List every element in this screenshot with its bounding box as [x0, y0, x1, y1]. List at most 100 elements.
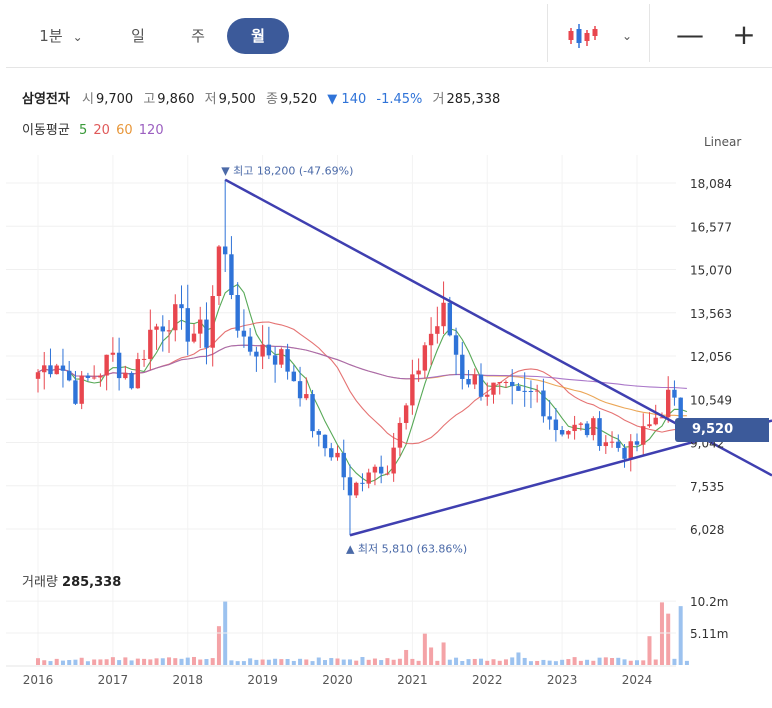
volume-bar [597, 657, 602, 665]
volume-bar [123, 657, 128, 665]
volume-bar [547, 660, 552, 665]
candle-body [428, 333, 434, 346]
volume-bar [485, 660, 490, 665]
volume-bar [541, 659, 546, 665]
time-tick-label: 2018 [172, 673, 203, 687]
scale-label: Linear [704, 135, 742, 149]
candle-body [173, 304, 178, 331]
candle-body [73, 380, 78, 404]
high-value: 9,860 [157, 92, 195, 107]
candle-body [534, 390, 540, 392]
candle-body [553, 419, 559, 431]
candle-body [516, 386, 521, 391]
scale-toggle-button[interactable]: Linear [704, 135, 741, 149]
candle-body [653, 417, 658, 425]
zoom-in-button[interactable]: + [726, 18, 762, 54]
volume-label: 거 [432, 92, 445, 107]
change-value: ▼ 140 [327, 92, 367, 107]
toolbar-divider-2 [649, 4, 650, 62]
volume-bar [516, 652, 521, 665]
volume-bar [391, 659, 396, 665]
volume-bar [273, 658, 278, 665]
candle-body [210, 296, 215, 348]
time-tick-label: 2022 [472, 673, 503, 687]
volume-bar [385, 658, 390, 665]
time-tick-label: 2023 [547, 673, 578, 687]
time-tick-label: 2020 [322, 673, 353, 687]
volume-tick-label: 10.2m [690, 595, 728, 609]
volume-bar [684, 660, 689, 665]
candle-body [79, 375, 84, 404]
moving-average-line [37, 344, 687, 389]
candlestick-series [35, 179, 690, 536]
time-tick-label: 2019 [247, 673, 278, 687]
candle-body [35, 372, 41, 379]
candle-body [141, 358, 147, 360]
price-tick-label: 18,084 [690, 177, 732, 191]
volume-bar [104, 659, 109, 665]
candle-body [85, 375, 91, 378]
candle-body [591, 418, 596, 436]
candle-body [310, 394, 315, 432]
volume-bar [354, 660, 359, 665]
interval-week-button[interactable]: 주 [178, 18, 218, 54]
volume-bar [416, 660, 421, 665]
candle-body [179, 304, 184, 309]
volume-bar [279, 659, 284, 665]
interval-day-button[interactable]: 일 [118, 18, 158, 54]
volume-bar [229, 660, 234, 665]
low-label: 저 [204, 92, 217, 107]
volume-bar [491, 659, 496, 665]
volume-bar [198, 659, 203, 665]
candle-body [572, 424, 577, 432]
candle-body [603, 442, 609, 447]
volume-bar [610, 657, 615, 665]
candle-body [241, 330, 247, 337]
current-price-tag: 9,520 [675, 418, 769, 442]
candle-body [66, 370, 72, 381]
candle-body [485, 394, 490, 397]
candle-body [559, 430, 565, 435]
interval-month-button[interactable]: 월 [227, 18, 289, 54]
candle-body [254, 351, 259, 357]
candle-body [48, 365, 53, 375]
volume-bar [404, 649, 409, 665]
volume-bar [260, 659, 265, 665]
open-value: 9,700 [95, 92, 134, 107]
candlestick-chart-type-icon[interactable] [567, 22, 599, 50]
volume-bar [85, 661, 90, 665]
open-label: 시 [81, 92, 94, 107]
candle-body [510, 381, 515, 387]
volume-bar [154, 658, 159, 665]
candle-body [647, 424, 652, 427]
price-axis: 18,08416,57715,07013,56312,05610,5499,04… [690, 177, 732, 537]
volume-bar [241, 661, 246, 665]
volume-bar [142, 658, 147, 665]
candle-body [435, 326, 440, 334]
candle-body [578, 423, 584, 425]
candle-body [148, 329, 153, 359]
volume-bar [204, 659, 209, 665]
volume-bar [659, 602, 664, 665]
price-tick-label: 16,577 [690, 220, 732, 234]
minus-icon: — [676, 18, 704, 51]
price-tick-label: 15,070 [690, 264, 732, 278]
interval-minute-dropdown[interactable]: 1분 ⌄ [26, 18, 96, 54]
candle-body [366, 472, 371, 484]
volume-bar [603, 657, 608, 665]
zoom-out-button[interactable]: — [672, 18, 708, 54]
volume-bar [323, 660, 328, 665]
volume-bar [535, 660, 540, 665]
chart-type-chevron-down-icon[interactable]: ⌄ [621, 29, 633, 43]
candle-body [279, 349, 284, 365]
candle-body [222, 246, 228, 255]
volume-bar [653, 659, 658, 665]
volume-bar [210, 658, 215, 665]
candle-body [104, 354, 109, 376]
volume-bar [341, 659, 346, 665]
candle-body [316, 431, 321, 435]
ma20-label: 20 [93, 123, 110, 138]
candle-body [260, 344, 265, 357]
volume-bar [160, 658, 165, 665]
